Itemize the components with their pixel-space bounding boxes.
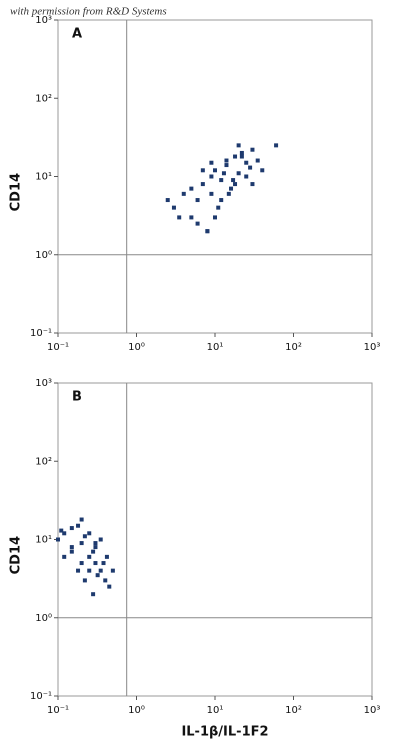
panel-label: B — [72, 390, 82, 405]
x-tick-label: 10⁰ — [128, 342, 145, 353]
event-point — [274, 143, 279, 148]
event-point — [91, 592, 96, 597]
event-point — [87, 554, 92, 559]
event-point — [91, 549, 96, 554]
y-tick-label: 10¹ — [35, 535, 52, 546]
event-point — [219, 198, 224, 203]
event-point — [93, 561, 98, 566]
event-point — [62, 554, 67, 559]
y-tick-label: 10³ — [35, 15, 52, 26]
y-tick-label: 10⁻¹ — [30, 691, 52, 702]
x-tick-label: 10⁻¹ — [47, 705, 69, 716]
event-point — [239, 150, 244, 155]
x-tick-label: 10⁻¹ — [47, 342, 69, 353]
event-point — [56, 537, 60, 542]
x-axis-label: IL-1β/IL-1F2 — [181, 725, 268, 740]
event-point — [101, 561, 106, 566]
x-tick-label: 10² — [285, 342, 302, 353]
event-point — [236, 171, 241, 176]
event-point — [79, 541, 84, 546]
event-point — [76, 523, 81, 528]
x-tick-label: 10¹ — [207, 342, 224, 353]
event-point — [226, 191, 231, 196]
event-point — [171, 205, 176, 210]
event-point — [213, 168, 217, 173]
event-point — [224, 158, 229, 163]
event-point — [69, 545, 74, 550]
event-point — [93, 541, 98, 546]
plot-frame — [57, 382, 373, 697]
y-tick-label: 10² — [35, 93, 52, 104]
event-point — [165, 198, 170, 203]
event-point — [82, 578, 87, 583]
event-point — [76, 568, 81, 573]
y-tick-label: 10⁻¹ — [30, 328, 52, 339]
watermark: with permission from R&D Systems — [10, 6, 167, 18]
y-axis-label: CD14 — [9, 536, 24, 574]
event-point — [250, 182, 255, 187]
y-tick-label: 10⁰ — [35, 613, 52, 624]
event-point — [95, 573, 100, 578]
event-point — [213, 215, 217, 220]
event-point — [260, 168, 265, 173]
event-point — [231, 178, 236, 183]
event-point — [69, 526, 74, 531]
event-point — [79, 561, 84, 566]
y-tick-label: 10² — [35, 456, 52, 467]
y-axis-label: CD14 — [9, 173, 24, 211]
event-point — [233, 182, 238, 187]
event-point — [189, 186, 194, 191]
event-point — [224, 163, 229, 168]
event-point — [200, 168, 205, 173]
event-point — [233, 154, 238, 159]
event-point — [98, 537, 103, 542]
event-point — [181, 191, 186, 196]
event-point — [189, 215, 194, 220]
event-point — [219, 178, 224, 183]
plot-frame — [57, 19, 373, 334]
event-point — [107, 584, 112, 589]
y-tick-label: 10³ — [35, 378, 52, 389]
event-point — [79, 517, 84, 522]
event-point — [239, 154, 244, 159]
event-point — [221, 171, 226, 176]
event-point — [244, 160, 249, 165]
y-tick-label: 10⁰ — [35, 250, 52, 261]
event-point — [104, 554, 109, 559]
event-point — [209, 160, 214, 165]
event-point — [200, 182, 205, 187]
x-tick-label: 10³ — [364, 342, 381, 353]
x-tick-label: 10² — [285, 705, 302, 716]
event-point — [110, 568, 115, 573]
event-point — [98, 568, 103, 573]
event-point — [87, 568, 92, 573]
event-point — [216, 205, 221, 210]
x-tick-label: 10¹ — [207, 705, 224, 716]
event-point — [229, 186, 234, 191]
event-point — [69, 549, 74, 554]
panel-label: A — [72, 27, 82, 42]
event-point — [59, 528, 64, 533]
y-tick-label: 10¹ — [35, 172, 52, 183]
event-point — [255, 158, 260, 163]
event-point — [87, 531, 92, 536]
event-point — [250, 147, 255, 152]
x-tick-label: 10⁰ — [128, 705, 145, 716]
event-point — [209, 191, 214, 196]
event-point — [93, 545, 98, 550]
event-point — [236, 143, 241, 148]
event-point — [177, 215, 182, 220]
event-point — [82, 534, 87, 539]
event-point — [244, 174, 249, 179]
x-tick-label: 10³ — [364, 705, 381, 716]
event-point — [248, 165, 253, 170]
event-point — [195, 198, 200, 203]
event-point — [205, 229, 210, 234]
event-point — [62, 531, 67, 536]
event-point — [103, 578, 108, 583]
event-point — [195, 221, 200, 226]
event-point — [209, 174, 214, 179]
